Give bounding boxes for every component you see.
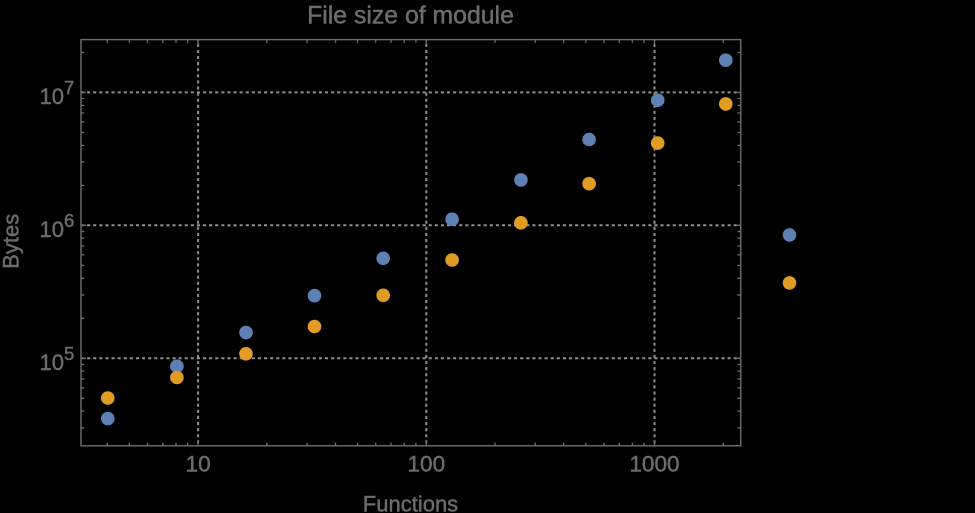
svg-text:Functions: Functions <box>363 491 458 513</box>
svg-text:Bytes: Bytes <box>0 214 24 269</box>
svg-text:100: 100 <box>407 452 445 477</box>
svg-text:10: 10 <box>186 452 211 477</box>
svg-text:1000: 1000 <box>629 452 679 477</box>
svg-text:File size of module: File size of module <box>307 2 514 29</box>
